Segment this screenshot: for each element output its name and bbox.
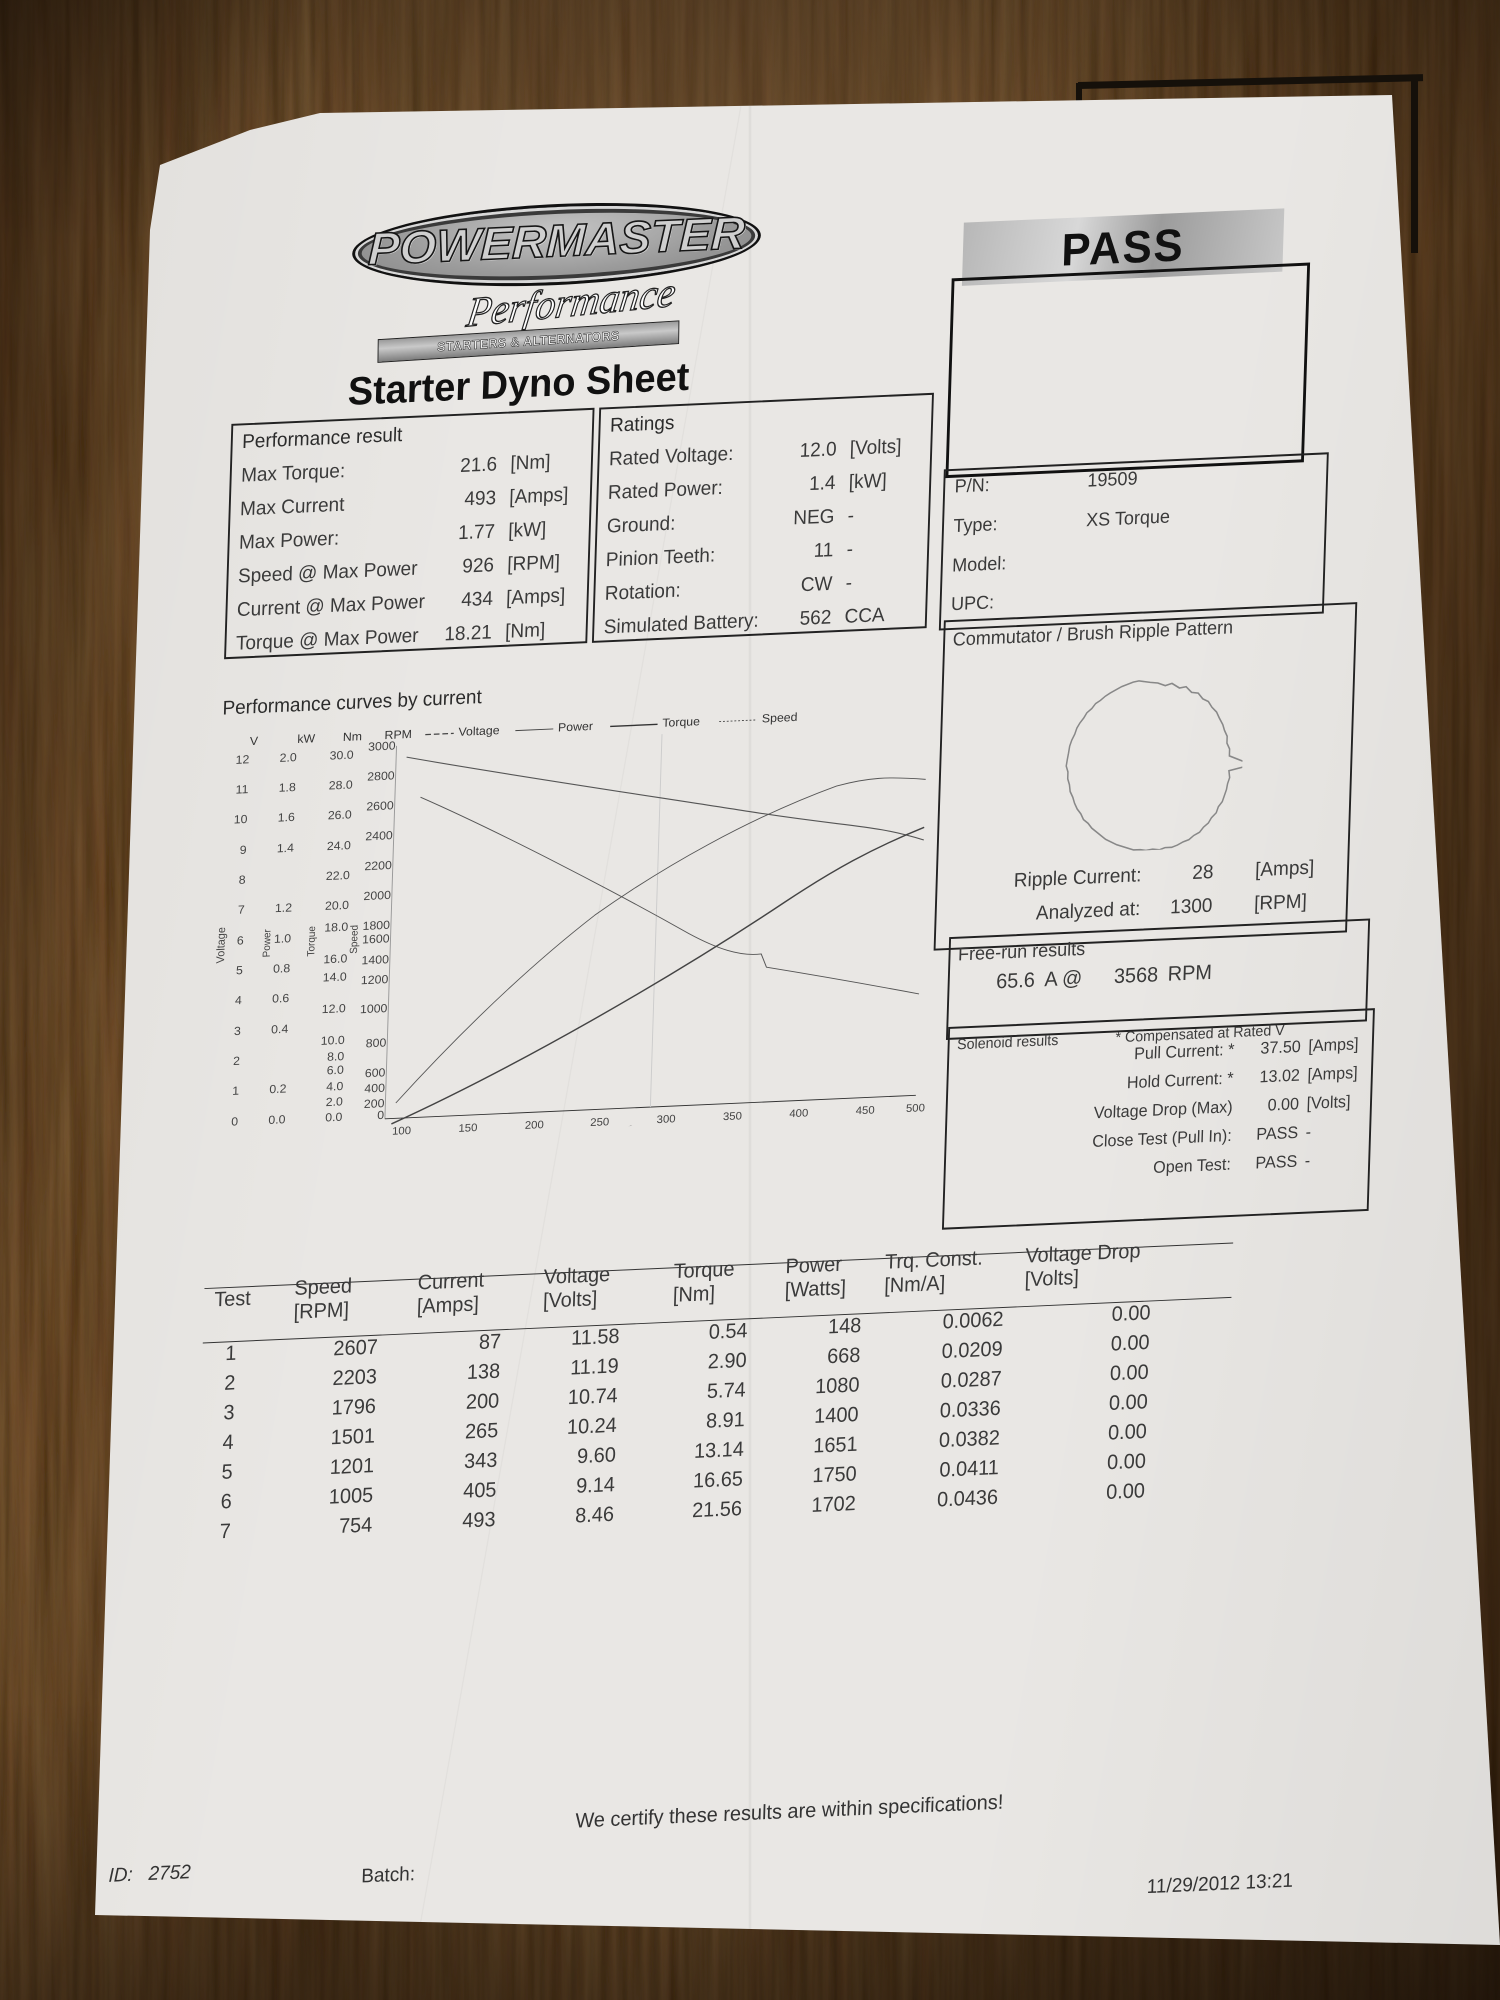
svg-text:8.0: 8.0 <box>327 1049 345 1063</box>
svg-text:28.0: 28.0 <box>329 778 354 793</box>
svg-text:12: 12 <box>235 752 249 766</box>
svg-text:2000: 2000 <box>363 888 391 903</box>
svg-text:6.0: 6.0 <box>327 1063 345 1077</box>
svg-text:1.4: 1.4 <box>277 841 295 855</box>
svg-text:16.0: 16.0 <box>323 952 348 967</box>
svg-text:0.2: 0.2 <box>269 1082 287 1096</box>
svg-text:0.6: 0.6 <box>272 991 290 1005</box>
svg-text:Speed: Speed <box>762 710 798 725</box>
svg-text:0.4: 0.4 <box>271 1022 289 1036</box>
svg-text:2400: 2400 <box>365 828 393 843</box>
svg-text:1: 1 <box>232 1084 240 1098</box>
svg-text:1800: 1800 <box>362 918 390 933</box>
svg-text:1.6: 1.6 <box>278 810 296 824</box>
svg-text:Voltage: Voltage <box>458 723 500 738</box>
svg-text:450: 450 <box>856 1105 875 1118</box>
svg-text:10.0: 10.0 <box>321 1033 346 1048</box>
svg-text:Speed: Speed <box>349 924 361 954</box>
svg-text:1200: 1200 <box>361 972 389 987</box>
svg-text:Current: Current <box>626 1123 665 1136</box>
svg-text:350: 350 <box>723 1111 742 1124</box>
svg-text:10: 10 <box>234 812 248 826</box>
svg-text:V: V <box>250 734 259 748</box>
svg-text:8: 8 <box>239 873 247 887</box>
svg-text:Torque: Torque <box>306 925 318 956</box>
svg-text:0: 0 <box>377 1108 385 1122</box>
svg-text:20.0: 20.0 <box>325 898 350 913</box>
svg-text:11: 11 <box>235 782 249 796</box>
svg-text:Power: Power <box>558 719 593 734</box>
svg-text:1600: 1600 <box>362 932 390 947</box>
svg-text:1.0: 1.0 <box>274 931 292 945</box>
svg-text:12.0: 12.0 <box>322 1001 347 1016</box>
svg-text:26.0: 26.0 <box>328 808 353 823</box>
svg-text:100: 100 <box>392 1125 411 1138</box>
svg-text:4.0: 4.0 <box>326 1079 344 1093</box>
svg-text:150: 150 <box>458 1122 477 1135</box>
svg-text:7: 7 <box>238 903 246 917</box>
svg-text:2.0: 2.0 <box>279 750 297 764</box>
svg-text:5: 5 <box>236 963 244 977</box>
svg-text:18.0: 18.0 <box>324 920 349 935</box>
svg-text:Voltage: Voltage <box>215 927 228 964</box>
svg-text:0.0: 0.0 <box>325 1110 343 1124</box>
svg-text:22.0: 22.0 <box>326 868 351 883</box>
svg-text:kW: kW <box>297 731 316 745</box>
svg-text:0.8: 0.8 <box>273 961 291 975</box>
svg-text:1000: 1000 <box>360 1001 388 1016</box>
svg-text:9: 9 <box>239 843 247 857</box>
svg-text:14.0: 14.0 <box>323 970 348 985</box>
svg-text:2.0: 2.0 <box>326 1095 344 1109</box>
svg-text:2: 2 <box>233 1054 241 1068</box>
svg-text:Nm: Nm <box>343 729 363 744</box>
svg-text:2600: 2600 <box>366 799 394 814</box>
svg-text:3000: 3000 <box>368 739 396 754</box>
svg-text:200: 200 <box>525 1119 544 1132</box>
svg-text:400: 400 <box>364 1081 385 1096</box>
svg-text:600: 600 <box>365 1066 386 1081</box>
svg-text:2800: 2800 <box>367 769 395 784</box>
svg-text:24.0: 24.0 <box>327 838 352 853</box>
svg-text:400: 400 <box>789 1108 808 1121</box>
svg-text:Torque: Torque <box>662 714 700 729</box>
svg-text:1.2: 1.2 <box>275 901 293 915</box>
svg-text:250: 250 <box>590 1116 609 1129</box>
svg-text:30.0: 30.0 <box>329 748 354 763</box>
svg-text:0: 0 <box>231 1115 239 1129</box>
svg-text:1.8: 1.8 <box>279 780 297 794</box>
svg-text:Power: Power <box>262 928 274 957</box>
svg-text:4: 4 <box>235 993 243 1007</box>
svg-text:1400: 1400 <box>361 952 389 967</box>
svg-text:800: 800 <box>366 1036 387 1051</box>
svg-text:2200: 2200 <box>364 858 392 873</box>
svg-text:0.0: 0.0 <box>268 1112 286 1126</box>
svg-text:6: 6 <box>237 934 245 948</box>
svg-text:3: 3 <box>234 1024 242 1038</box>
svg-text:500: 500 <box>906 1102 925 1115</box>
